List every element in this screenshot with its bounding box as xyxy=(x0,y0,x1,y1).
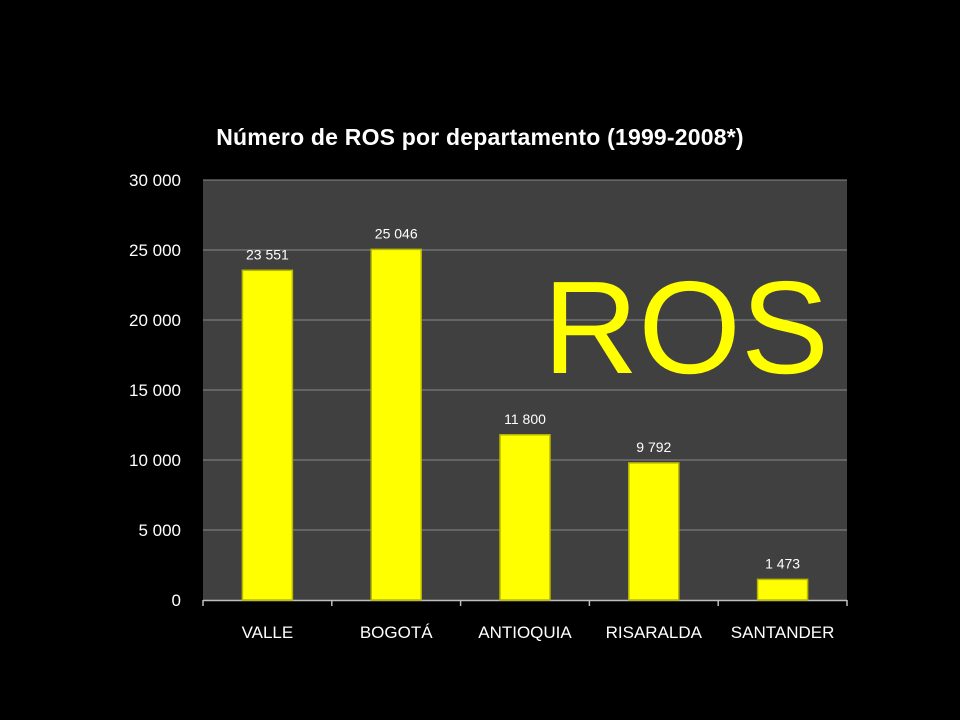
bar-antioquia xyxy=(499,434,551,601)
bar-bogotá xyxy=(370,248,422,601)
y-tick-label: 10 000 xyxy=(129,451,181,470)
data-label: 11 800 xyxy=(504,411,546,427)
y-tick-label: 15 000 xyxy=(129,381,181,400)
category-label: VALLE xyxy=(242,623,294,642)
chart-annotation: ROS xyxy=(543,254,829,401)
category-label: BOGOTÁ xyxy=(360,623,433,642)
x-axis: VALLE BOGOTÁ ANTIOQUIA RISARALDA SANTANDER xyxy=(202,599,848,642)
data-label: 23 551 xyxy=(246,246,289,262)
chart-title: Número de ROS por departamento (1999-200… xyxy=(216,124,744,150)
bar-santander xyxy=(756,578,809,601)
bar-valle xyxy=(241,269,294,601)
data-label: 9 792 xyxy=(636,439,671,455)
data-label: 25 046 xyxy=(375,225,418,241)
data-labels: 23 551 25 046 11 800 9 792 1 473 xyxy=(246,225,800,571)
category-label: ANTIOQUIA xyxy=(478,623,572,642)
y-tick-label: 25 000 xyxy=(129,241,181,260)
y-tick-label: 0 xyxy=(172,591,181,610)
category-label: RISARALDA xyxy=(606,623,703,642)
category-label: SANTANDER xyxy=(731,623,835,642)
y-tick-label: 20 000 xyxy=(129,311,181,330)
y-tick-label: 5 000 xyxy=(138,521,181,540)
data-label: 1 473 xyxy=(765,555,800,571)
y-tick-label: 30 000 xyxy=(129,171,181,190)
y-axis: 0 5 000 10 000 15 000 20 000 25 000 30 000 xyxy=(129,171,181,610)
bars xyxy=(241,248,809,601)
bar-risaralda xyxy=(628,462,680,601)
